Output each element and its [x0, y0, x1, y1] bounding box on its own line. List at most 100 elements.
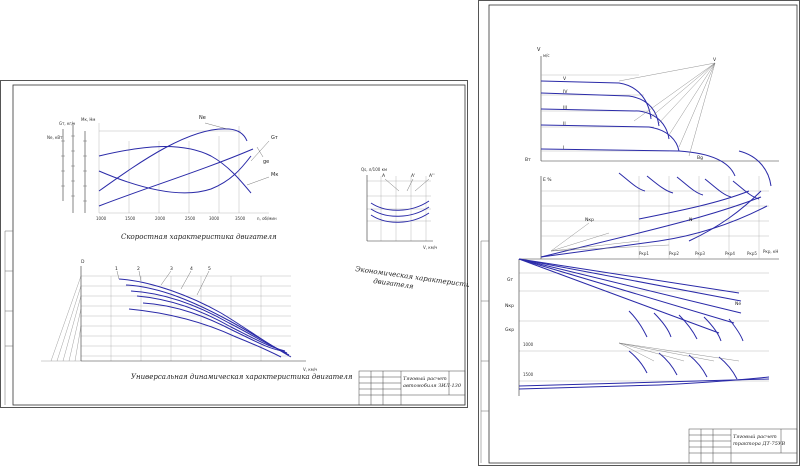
lower-hook-2 — [653, 312, 672, 338]
right-title-line-1: Тяговый расчет — [733, 434, 777, 440]
y-left-label: Gт, кг/ч — [59, 121, 75, 126]
gear-label-5: V — [563, 76, 567, 82]
traction-curve-2 — [540, 205, 768, 258]
p-label-3: Pкр3 — [695, 251, 705, 256]
margin-strip — [4, 230, 13, 405]
lower-ray-5 — [518, 258, 720, 334]
y-inner-label: Mк, Нм — [81, 117, 95, 122]
gear-line-2 — [540, 124, 680, 152]
traction-nkr-curve — [540, 196, 762, 258]
traction-hook-2 — [646, 175, 674, 194]
p-label-4: Pкр4 — [725, 251, 735, 256]
p-label-5: Pкр5 — [747, 251, 757, 256]
gear-label-1: I — [563, 145, 564, 151]
gear-chart-y-label: V — [537, 47, 541, 53]
economic-characteristic-chart: A A' A'' Qs, л/100 км V, км/ч — [361, 167, 437, 250]
x-tick-1000: 1000 — [96, 216, 107, 221]
dynamic-curve-2 — [125, 284, 290, 356]
dynamic-characteristic-chart: 1 2 3 4 5 D V, км/ч — [41, 259, 317, 372]
lower-hook-6 — [628, 350, 648, 374]
drawing-sheet-left: Ne Gт Mк ge 1000 1500 2000 2500 3000 350… — [0, 80, 479, 408]
lower-hook-4 — [703, 316, 722, 342]
left-title-line-1: Тяговый расчет — [403, 376, 447, 382]
economic-label-a1: A' — [411, 173, 415, 179]
dynamic-label-5: 5 — [208, 266, 211, 272]
right-sheet-drawing: V м/с V IV III II I V Bg E % — [480, 4, 798, 464]
e-percent-label: E % — [543, 177, 552, 183]
right-title-block — [688, 428, 798, 464]
dynamic-curve-3 — [130, 290, 288, 354]
inner-frame-right — [488, 4, 798, 464]
lower-hook-8 — [688, 354, 708, 378]
lower-hook-5 — [728, 318, 744, 342]
lower-tick-1500: 1500 — [523, 372, 534, 377]
traction-pole-label: N — [689, 217, 692, 223]
p-label-2: Pкр2 — [669, 251, 679, 256]
dynamic-curve-4 — [136, 295, 286, 352]
gear-pole-label: V — [713, 57, 717, 63]
speed-chart-caption: Скоростная характеристика двигателя — [121, 233, 277, 241]
dynamic-label-1: 1 — [115, 266, 118, 272]
lower-hook-9 — [718, 356, 738, 380]
lower-base-curve — [518, 378, 770, 387]
x-tick-3000: 3000 — [209, 216, 220, 221]
x-tick-2500: 2500 — [185, 216, 196, 221]
traction-chart: Bт Pкр, кН Pкр1 Pкр2 Pкр3 Pкр4 Pкр5 Nкр … — [519, 157, 779, 260]
lower-ray-1 — [518, 258, 740, 294]
left-title-line-2: автомобиля ЗИЛ-130 — [403, 382, 462, 389]
gear-line-3 — [540, 108, 670, 140]
dynamic-label-3: 3 — [170, 266, 173, 272]
speed-characteristic-chart: Ne Gт Mк ge 1000 1500 2000 2500 3000 350… — [47, 115, 278, 221]
left-sheet-drawing: Ne Gт Mк ge 1000 1500 2000 2500 3000 350… — [4, 84, 479, 406]
x-tick-2000: 2000 — [155, 216, 166, 221]
curve-label-ge: ge — [263, 159, 269, 165]
gt-curve — [98, 148, 254, 207]
ge-curve — [98, 155, 252, 194]
dynamic-curve-6 — [128, 308, 282, 358]
gear-line-5 — [540, 80, 652, 120]
lower-ray-2 — [518, 258, 742, 302]
inner-frame — [12, 84, 466, 406]
p-label-1: Pкр1 — [639, 251, 649, 256]
economic-curve-a2 — [370, 212, 430, 223]
lower-label-gkr: Gкр — [505, 327, 514, 333]
traction-curve-3 — [638, 190, 750, 220]
traction-y-label: Bт — [525, 157, 531, 163]
economic-curve-a — [370, 206, 430, 217]
x-axis-unit: n, об/мин — [257, 216, 277, 221]
ne-curve — [98, 128, 248, 192]
curve-label-mk: Mк — [271, 172, 278, 178]
gear-line-4 — [540, 92, 660, 127]
curve-label-ne: Ne — [199, 115, 206, 121]
lower-ray-3 — [518, 258, 742, 314]
x-tick-3500: 3500 — [235, 216, 246, 221]
lower-hook-1 — [628, 310, 648, 338]
dynamic-curve-5 — [142, 302, 284, 352]
gear-label-2: II — [563, 121, 566, 127]
lower-label-ne: Ne — [735, 301, 741, 307]
gear-tail-curve — [738, 150, 772, 187]
lower-base-curve-2 — [518, 376, 770, 390]
lower-characteristic-chart: Gт Nкр Gкр Ne 1000 1500 — [505, 258, 770, 396]
y-left-label-2: Ne, кВт — [47, 135, 63, 140]
right-title-line-2: трактора ДТ-75УВ — [733, 441, 785, 447]
gear-chart-y-unit: м/с — [543, 53, 550, 58]
speed-gear-chart: V м/с V IV III II I V Bg E % — [537, 47, 779, 187]
dynamic-x-label: V, км/ч — [303, 367, 317, 372]
economic-curve-a1 — [370, 200, 430, 211]
economic-x-label: V, км/ч — [423, 245, 437, 250]
traction-x-label: Pкр, кН — [763, 249, 778, 254]
dynamic-label-4: 4 — [190, 266, 193, 272]
dynamic-label-2: 2 — [137, 266, 140, 272]
gear-mid-label: Bg — [697, 155, 703, 161]
lower-label-nkr: Nкр — [505, 303, 514, 309]
gear-label-4: IV — [563, 89, 568, 95]
lower-ray-4 — [518, 258, 735, 324]
lower-label-gt: Gт — [507, 277, 513, 283]
traction-curve-4 — [688, 190, 762, 242]
drawing-sheet-right: V м/с V IV III II I V Bg E % — [478, 0, 800, 466]
mk-curve — [98, 146, 252, 194]
x-tick-1500: 1500 — [125, 216, 136, 221]
gear-line-1 — [540, 148, 736, 177]
curve-label-gt: Gт — [271, 135, 278, 141]
